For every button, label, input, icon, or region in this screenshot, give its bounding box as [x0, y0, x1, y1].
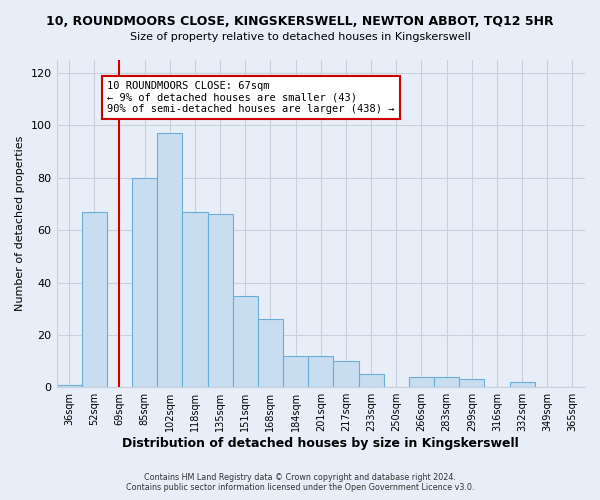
Bar: [509, 382, 535, 387]
Bar: [258, 319, 283, 387]
Bar: [82, 212, 107, 387]
Text: 10 ROUNDMOORS CLOSE: 67sqm
← 9% of detached houses are smaller (43)
90% of semi-: 10 ROUNDMOORS CLOSE: 67sqm ← 9% of detac…: [107, 81, 394, 114]
Bar: [434, 376, 459, 387]
Bar: [233, 296, 258, 387]
Bar: [182, 212, 208, 387]
Bar: [409, 376, 434, 387]
Bar: [359, 374, 383, 387]
Y-axis label: Number of detached properties: Number of detached properties: [15, 136, 25, 312]
Bar: [56, 384, 82, 387]
Bar: [283, 356, 308, 387]
Text: 10, ROUNDMOORS CLOSE, KINGSKERSWELL, NEWTON ABBOT, TQ12 5HR: 10, ROUNDMOORS CLOSE, KINGSKERSWELL, NEW…: [46, 15, 554, 28]
Bar: [132, 178, 157, 387]
Text: Contains HM Land Registry data © Crown copyright and database right 2024.
Contai: Contains HM Land Registry data © Crown c…: [126, 473, 474, 492]
Bar: [459, 380, 484, 387]
Bar: [308, 356, 334, 387]
X-axis label: Distribution of detached houses by size in Kingskerswell: Distribution of detached houses by size …: [122, 437, 519, 450]
Text: Size of property relative to detached houses in Kingskerswell: Size of property relative to detached ho…: [130, 32, 470, 42]
Bar: [208, 214, 233, 387]
Bar: [157, 134, 182, 387]
Bar: [334, 361, 359, 387]
